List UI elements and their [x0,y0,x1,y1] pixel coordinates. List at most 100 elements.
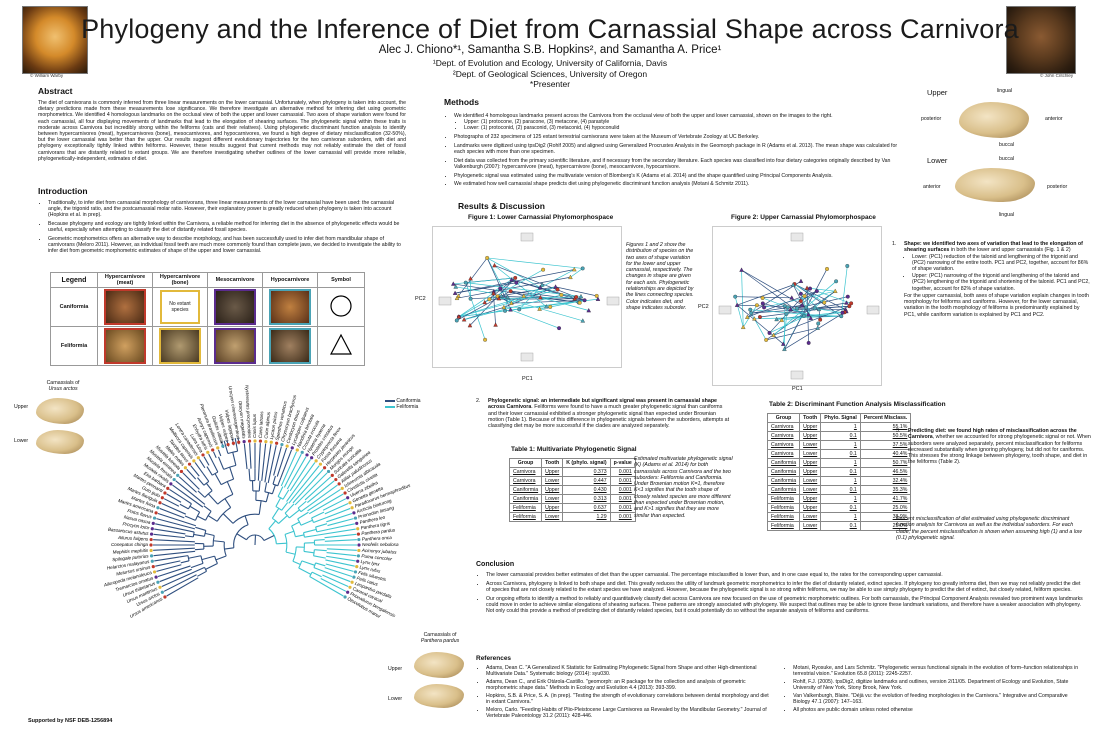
ursus-caption-line: Carnassials of [46,380,80,386]
table2-title: Table 2: Discriminant Function Analysis … [769,401,946,408]
tree-branch [244,515,249,525]
phylo-branch [455,269,575,294]
phylo-branch [741,269,744,328]
table1-row: Feliformia Upper 0.637 0.001 [508,503,636,513]
tree-branch [188,555,202,559]
tip-diet-marker [330,473,334,478]
tree-branch [155,560,181,567]
tree-branch [267,445,277,484]
tip-diet-marker [149,532,154,536]
references-section: References Adams, Dean C. "A Generalized… [476,655,1086,721]
references-heading: References [476,655,512,662]
methods-section: Methods We identified 4 homologous landm… [444,97,899,190]
table1-cell: 0.001 [609,485,636,495]
species-point [557,326,562,331]
tree-branch [226,481,234,495]
lower-posterior-label: posterior [1047,184,1068,190]
table1-caption: Estimated multivariate phylogenetic sign… [634,456,733,519]
tip-diet-marker [183,466,188,470]
species-point [802,294,807,298]
result-point-2: 2. Phylogenetic signal: an intermediate … [476,398,730,430]
phylo-branch [489,298,575,300]
tip-diet-marker [280,442,284,447]
tree-branch [271,484,276,494]
tree-branch [291,521,300,527]
table2-cell: Feliformia [766,512,801,522]
references-left: Adams, Dean C. "A Generalized K Statisti… [476,665,769,721]
species-point [503,308,508,313]
tree-branch [264,482,268,492]
phylo-branch [741,269,805,317]
species-point [595,296,601,301]
species-point [816,306,822,312]
tree-branch [153,539,195,543]
nsf-support: Supported by NSF DEB-1256894 [28,718,113,724]
species-point [537,284,543,290]
species-point [553,284,558,289]
tip-diet-marker [253,439,257,443]
table1-cell: 0.001 [609,512,636,522]
table2-header-cell: Group [766,413,801,423]
tree-taxon-label: Spilogale putorius [112,553,150,562]
phylo-branch [498,296,577,299]
legend-cell [152,326,208,366]
table2-cell: Upper [799,494,822,504]
species-point [781,341,786,346]
phylo-branch [814,302,847,309]
species-point [808,286,813,291]
species-point [468,296,473,301]
tree-branch [258,480,261,492]
table2-row: Caniformia Lower 1 32.4% [766,476,912,486]
tip-diet-marker [150,559,154,563]
tree-branch [258,500,262,515]
legend-table: Legend Hypercarnivore (meat) Hypercarniv… [50,272,365,366]
tree-branch [314,538,325,541]
fig1-plot [432,226,622,368]
phylo-branch [487,257,583,269]
table2-cell: Lower [799,521,822,531]
table2-row: Carnivora Lower 1 37.5% [766,440,912,450]
conclusion-bullet-1: The lower carnassial provides better est… [486,572,1084,578]
table2-cell: Upper [799,458,822,468]
tip-diet-marker [231,441,235,445]
tree-branch [313,555,326,559]
tree-branch [292,560,301,566]
conclusion-bullet-3: Our ongoing efforts to identify a method… [486,596,1084,615]
tip-diet-marker [269,440,273,444]
upper-carnassial-image [959,102,1029,138]
tree-branch [166,577,199,597]
table1-cell: Feliformia [508,503,543,513]
species-point [582,298,587,303]
phylo-branch [458,269,544,318]
tree-branch [202,472,210,482]
tree-branch [223,440,229,454]
species-point [740,324,746,329]
table1-cell: Upper [541,485,564,495]
table2-cell: 32.4% [859,476,912,486]
bear-photo [1006,6,1076,74]
tree-taxon-label: Otocyon megalotis [238,400,247,439]
tree-branch [277,486,284,497]
tree-branch [222,513,234,524]
tree-branch [248,468,251,481]
table2-cell: Caniformia [766,476,801,486]
phylo-branch [486,257,541,288]
phylo-branch [784,311,845,350]
phylo-branch [456,276,571,299]
table2-cell: 1 [820,458,861,468]
species-point [745,314,750,319]
species-point [760,301,765,306]
phylo-branch [497,286,556,297]
tree-branch [286,456,307,490]
species-point [463,280,468,285]
tree-branch [153,533,185,539]
phylo-branch [458,257,488,297]
tree-branch [183,498,192,505]
tree-branch [208,453,214,464]
tip-diet-marker [221,444,225,448]
tip-diet-marker [192,459,196,463]
table2-row: Carnivora Lower 0.1 40.4% [766,449,912,459]
shape-change-glyph [718,305,732,315]
fig2-plot [712,226,882,386]
